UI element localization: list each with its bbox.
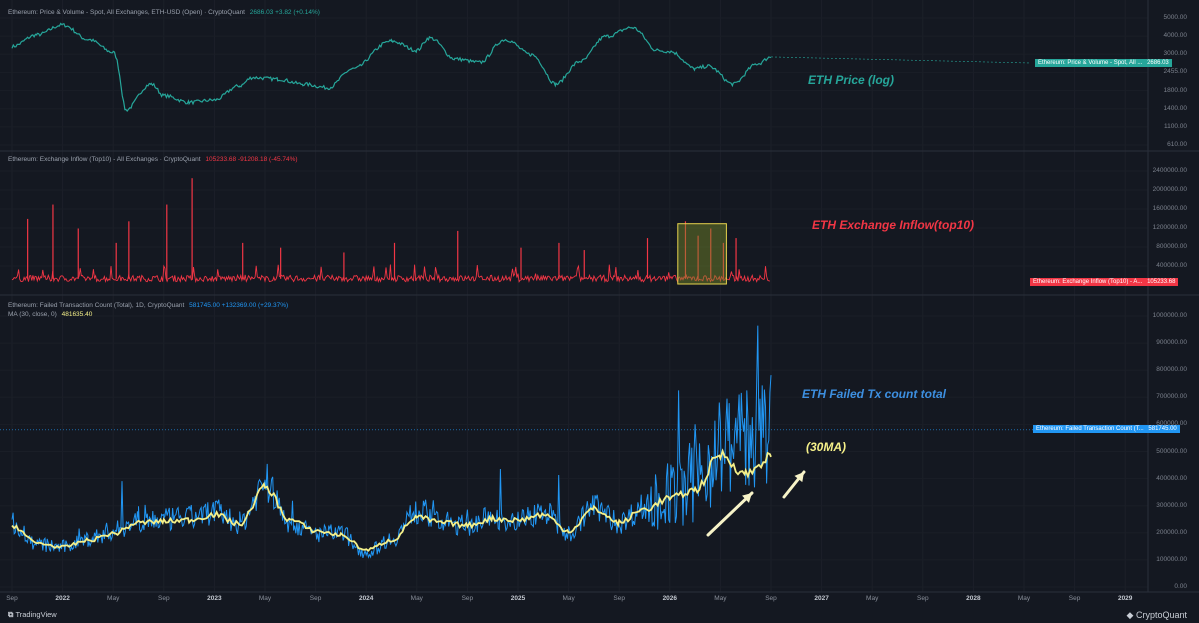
gridlines — [0, 0, 1148, 592]
ma-legend-name: MA (30, close, 0) — [8, 311, 57, 318]
x-tick-label: May — [107, 595, 120, 602]
x-tick-label: 2025 — [510, 595, 526, 602]
annotation-overlays — [706, 470, 806, 537]
price-y-tick-label: 5000.00 — [1163, 14, 1188, 21]
failed-y-tick-label: 700000.00 — [1156, 393, 1187, 401]
inflow-legend-value: 105233.68 -91208.18 (-45.74%) — [205, 156, 298, 163]
failed-y-tick-label: 0.00 — [1174, 583, 1187, 590]
failed-tag-value: 581745.00 — [1148, 426, 1177, 432]
x-tick-label: Sep — [309, 595, 322, 602]
failed-y-tick-label: 800000.00 — [1156, 366, 1187, 374]
failed-y-tick-label: 300000.00 — [1156, 501, 1187, 509]
tradingview-label: TradingView — [15, 610, 57, 619]
x-tick-label: 2027 — [814, 595, 829, 602]
x-tick-label: 2026 — [662, 595, 678, 602]
failed-y-tick-label: 400000.00 — [1156, 474, 1187, 482]
tradingview-icon: ⧉ — [8, 610, 16, 619]
inflow-y-tick-label: 1200000.00 — [1152, 224, 1187, 231]
inflow-legend-name: Ethereum: Exchange Inflow (Top10) - All … — [8, 156, 201, 163]
price-y-tick-label: 1400.00 — [1163, 104, 1188, 112]
failed-y-tick-label: 200000.00 — [1156, 528, 1187, 536]
failed-tx-series — [0, 325, 1148, 559]
failed-tx-line — [11, 325, 772, 559]
x-tick-label: May — [562, 595, 575, 602]
price-tag-value: 2686.03 — [1147, 60, 1169, 66]
x-tick-label: 2022 — [55, 595, 70, 602]
failed-y-tick-label: 600000.00 — [1156, 420, 1187, 428]
price-last-value-guide — [770, 56, 1031, 64]
inflow-tag-value: 105233.68 — [1147, 279, 1176, 285]
tradingview-brand: ⧉ TradingView — [8, 610, 57, 620]
price-line — [11, 22, 772, 112]
x-tick-label: 2028 — [966, 595, 981, 602]
price-series — [11, 22, 1031, 112]
trend-arrow-1-shaft — [706, 491, 754, 537]
price-legend-value: 2686.03 +3.82 (+0.14%) — [249, 9, 320, 16]
inflow-y-tick-label: 800000.00 — [1156, 243, 1187, 250]
trend-arrow-2-head — [794, 472, 804, 483]
panel-separators — [0, 0, 1199, 593]
ma-annotation: (30MA) — [806, 440, 847, 454]
inflow-tag: Ethereum: Exchange Inflow (Top10) - A...… — [1030, 278, 1179, 286]
failed-annotation: ETH Failed Tx count total — [802, 387, 947, 401]
price-y-tick-label: 1100.00 — [1163, 122, 1187, 130]
ma-line — [11, 448, 772, 552]
price-legend: Ethereum: Price & Volume - Spot, All Exc… — [8, 9, 320, 16]
failed-y-tick-label: 1000000.00 — [1152, 312, 1187, 319]
x-tick-label: Sep — [765, 595, 777, 602]
inflow-y-tick-label: 1600000.00 — [1152, 205, 1187, 212]
x-tick-label: 2024 — [358, 595, 374, 602]
price-tag-label: Ethereum: Price & Volume - Spot, All ... — [1038, 60, 1143, 66]
x-tick-label: 2023 — [207, 595, 222, 602]
price-legend-name: Ethereum: Price & Volume - Spot, All Exc… — [8, 9, 245, 16]
failed-tag-label: Ethereum: Failed Transaction Count (T... — [1036, 426, 1144, 432]
trend-arrow-1-head — [742, 493, 752, 503]
price-y-tick-label: 610.00 — [1167, 141, 1187, 148]
ma-legend: MA (30, close, 0) 481635.40 — [8, 311, 92, 318]
x-tick-label: Sep — [917, 595, 929, 602]
x-tick-label: Sep — [6, 595, 18, 602]
inflow-y-tick-label: 2400000.00 — [1152, 167, 1187, 174]
failed-tag: Ethereum: Failed Transaction Count (T...… — [1033, 425, 1180, 433]
x-tick-label: Sep — [461, 595, 474, 602]
price-y-tick-label: 4000.00 — [1163, 32, 1188, 40]
price-y-tick-label: 3000.00 — [1163, 50, 1188, 58]
x-tick-label: Sep — [1068, 595, 1081, 602]
cryptoquant-brand: ◆ CryptoQuant — [1127, 610, 1187, 621]
x-tick-label: 2029 — [1117, 595, 1133, 602]
x-tick-label: May — [866, 595, 879, 602]
ma-series — [11, 448, 772, 552]
inflow-tag-label: Ethereum: Exchange Inflow (Top10) - A... — [1033, 279, 1143, 285]
cryptoquant-icon: ◆ — [1126, 610, 1136, 620]
inflow-highlight-box — [677, 223, 727, 285]
inflow-y-tick-label: 400000.00 — [1156, 262, 1187, 269]
x-tick-label: May — [258, 595, 272, 602]
cryptoquant-label: CryptoQuant — [1135, 610, 1187, 620]
inflow-y-tick-label: 2000000.00 — [1152, 186, 1187, 193]
x-tick-label: Sep — [158, 595, 170, 602]
failed-legend: Ethereum: Failed Transaction Count (Tota… — [8, 302, 288, 309]
failed-legend-name: Ethereum: Failed Transaction Count (Tota… — [8, 302, 185, 309]
ma-legend-value: 481635.40 — [61, 311, 93, 318]
price-tag: Ethereum: Price & Volume - Spot, All ...… — [1035, 59, 1172, 67]
price-y-tick-label: 1800.00 — [1163, 86, 1188, 94]
x-tick-label: May — [410, 595, 423, 602]
x-tick-label: Sep — [613, 595, 625, 602]
failed-legend-value: 581745.00 +132369.00 (+29.37%) — [189, 302, 289, 309]
price-y-tick-label: 2455.00 — [1163, 68, 1188, 76]
x-tick-label: May — [714, 595, 727, 602]
inflow-line — [11, 264, 771, 284]
price-annotation: ETH Price (log) — [808, 73, 895, 87]
x-tick-label: May — [1017, 595, 1031, 602]
inflow-legend: Ethereum: Exchange Inflow (Top10) - All … — [8, 156, 298, 163]
failed-y-tick-label: 500000.00 — [1156, 447, 1187, 455]
failed-y-tick-label: 900000.00 — [1156, 339, 1187, 347]
inflow-series — [11, 178, 771, 285]
inflow-annotation: ETH Exchange Inflow(top10) — [812, 218, 975, 232]
failed-y-tick-label: 100000.00 — [1156, 555, 1187, 563]
